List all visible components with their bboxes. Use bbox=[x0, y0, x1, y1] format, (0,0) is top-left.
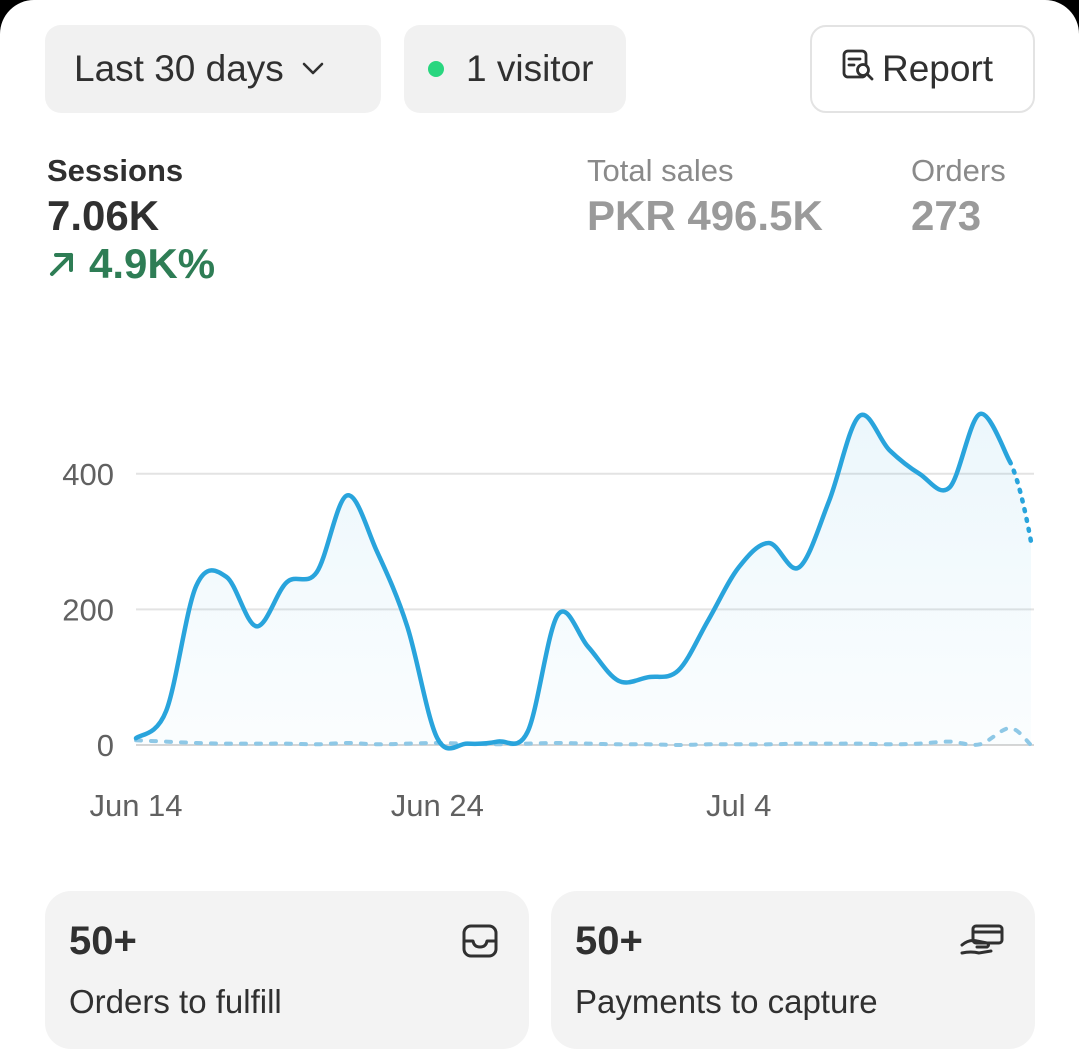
sessions-label: Sessions bbox=[47, 153, 184, 188]
orders-to-fulfill-label: Orders to fulfill bbox=[69, 983, 282, 1020]
x-tick-label: Jul 4 bbox=[706, 788, 771, 823]
sessions-change-value: 4.9K% bbox=[89, 240, 216, 287]
sessions-area bbox=[136, 413, 1031, 749]
total-sales-value: PKR 496.5K bbox=[587, 192, 823, 239]
payments-to-capture-count: 50+ bbox=[575, 919, 643, 963]
sessions-value: 7.06K bbox=[47, 192, 160, 239]
report-label: Report bbox=[882, 48, 994, 89]
orders-to-fulfill-count: 50+ bbox=[69, 919, 137, 963]
y-tick-label: 400 bbox=[62, 457, 114, 492]
orders-metric[interactable]: Orders 273 bbox=[911, 153, 1006, 241]
live-dot-icon bbox=[428, 61, 444, 77]
orders-to-fulfill-card[interactable]: 50+ Orders to fulfill bbox=[45, 891, 529, 1049]
live-visitors-button[interactable]: 1 visitor bbox=[404, 25, 626, 113]
report-button[interactable]: Report bbox=[810, 25, 1035, 113]
arrow-up-right-icon bbox=[50, 253, 73, 276]
date-range-dropdown[interactable]: Last 30 days bbox=[45, 25, 381, 113]
date-range-label: Last 30 days bbox=[74, 48, 284, 89]
visitor-count: 1 visitor bbox=[466, 48, 594, 89]
payments-to-capture-card[interactable]: 50+ Payments to capture bbox=[551, 891, 1035, 1049]
sessions-change: 4.9K% bbox=[47, 241, 215, 287]
y-tick-label: 0 bbox=[97, 728, 114, 763]
orders-label: Orders bbox=[911, 153, 1006, 188]
payments-to-capture-label: Payments to capture bbox=[575, 983, 878, 1020]
total-sales-metric[interactable]: Total sales PKR 496.5K bbox=[587, 153, 823, 241]
sessions-metric[interactable]: Sessions 7.06K 4.9K% bbox=[47, 153, 215, 287]
comparison-series-line bbox=[134, 726, 1033, 748]
sessions-chart: 0 200 400 Jun 14 Jun 24 Jul 4 bbox=[62, 411, 1034, 823]
y-tick-label: 200 bbox=[62, 592, 114, 627]
sessions-series-line bbox=[133, 411, 1013, 751]
x-tick-label: Jun 24 bbox=[391, 788, 484, 823]
report-icon bbox=[840, 47, 882, 92]
inbox-icon bbox=[461, 923, 499, 964]
total-sales-label: Total sales bbox=[587, 153, 734, 188]
sessions-series-projection bbox=[1007, 459, 1034, 544]
chevron-down-icon bbox=[302, 62, 324, 76]
orders-value: 273 bbox=[911, 192, 982, 239]
x-tick-label: Jun 14 bbox=[89, 788, 182, 823]
hand-card-icon bbox=[959, 923, 1005, 964]
